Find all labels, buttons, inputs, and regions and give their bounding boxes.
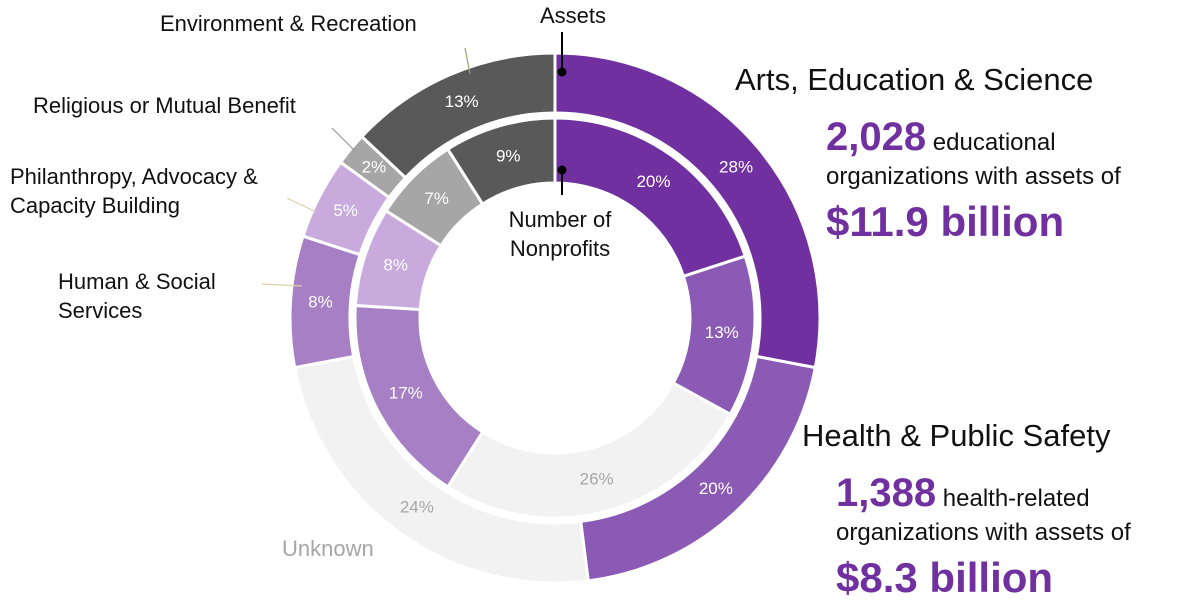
category-label: Arts, Education & Science [735,62,1094,97]
donut-slice [445,381,733,520]
category-label: Health & Public Safety [802,418,1111,453]
leader-line [331,127,357,153]
callout-amount: $8.3 billion [836,554,1054,601]
category-label: Philanthropy, Advocacy & Capacity Buildi… [10,164,258,218]
value-label: 28% [719,158,753,177]
value-label: 26% [580,470,614,489]
series-label: Assets [540,3,607,28]
donut-slice [359,51,557,180]
category-label: Human & Social Services [58,269,216,323]
callout-amount: $11.9 billion [826,198,1065,245]
callout-text: educational organizations with assets of [826,129,1121,190]
value-label: 13% [705,323,739,342]
callout-text: health-related organizations with assets… [836,485,1131,546]
donut-slice [445,116,557,207]
callout-number: 1,388 [836,471,937,515]
category-label: Environment & Recreation [160,11,417,36]
category-label: Unknown [282,536,374,561]
value-label: 2% [362,158,387,177]
leader-line [286,197,317,213]
value-label: 9% [496,147,521,166]
value-label: 17% [389,384,423,403]
rings: 28% 20% 24% 8% 5% 2% 13% 20% 13% 26% 17% 8% 7% 9% [288,51,822,585]
category-label: Religious or Mutual Benefit [33,93,296,118]
callout: 1,388 health-related organizations with … [836,468,1196,605]
value-label: 13% [445,92,479,111]
pointer-dot [557,165,567,175]
value-label: 5% [333,201,358,220]
value-label: 24% [400,498,434,517]
value-label: 20% [699,479,733,498]
callout: 2,028 educational organizations with ass… [826,112,1196,249]
value-label: 20% [636,172,670,191]
value-label: 7% [424,189,449,208]
value-label: 8% [308,293,333,312]
callout-number: 2,028 [826,115,927,159]
value-label: 8% [383,256,408,275]
leader-line [261,283,303,287]
leader-line [464,47,471,75]
pointer-dot [557,67,567,77]
series-label: Number of Nonprofits [508,207,612,261]
